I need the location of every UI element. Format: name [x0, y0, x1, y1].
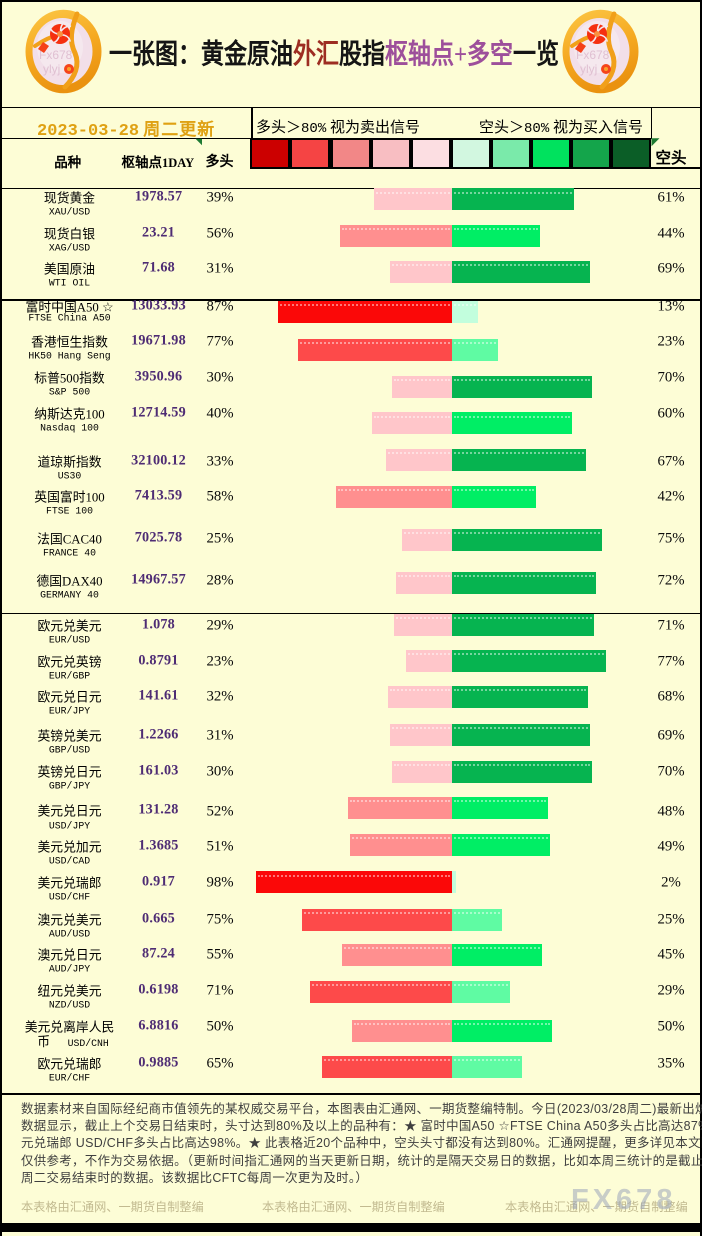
svg-text:Fx678: Fx678: [576, 48, 610, 62]
svg-text:ylyj: ylyj: [43, 62, 60, 76]
svg-text:Fx678: Fx678: [39, 48, 73, 62]
svg-text:ylyj: ylyj: [580, 62, 597, 76]
